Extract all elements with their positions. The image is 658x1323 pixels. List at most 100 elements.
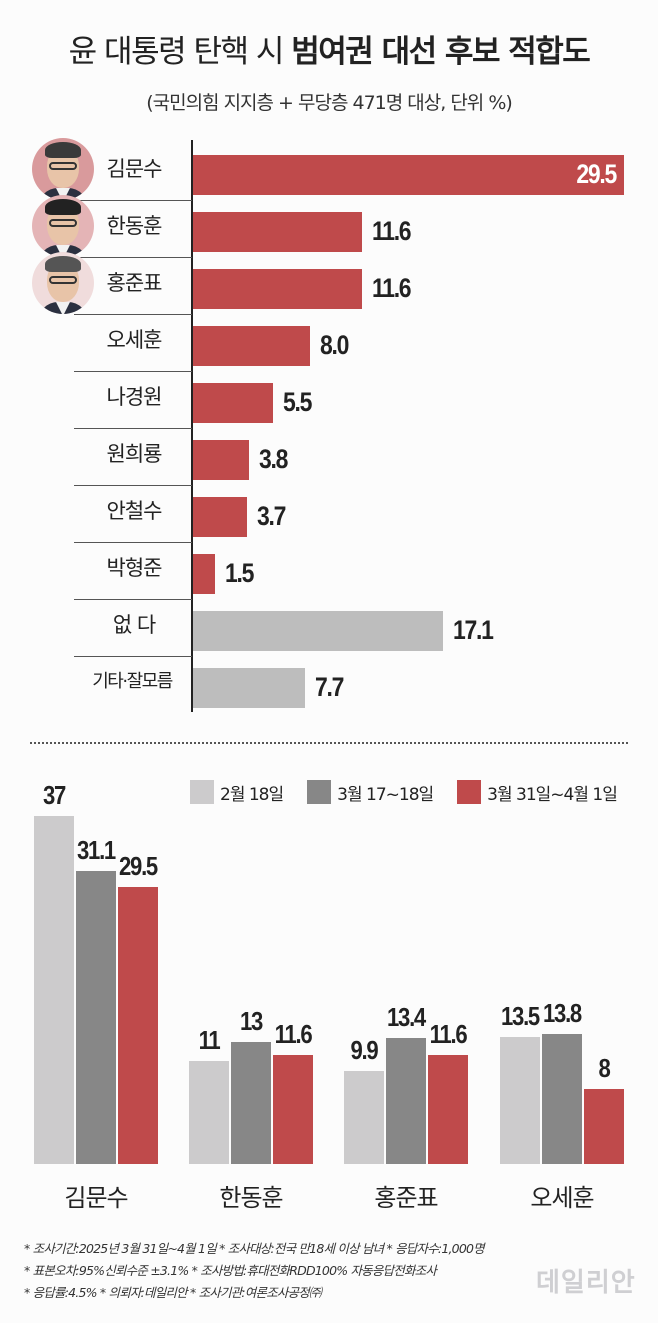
legend-item: 3월 31일~4월 1일 — [457, 780, 618, 805]
note-line: * 조사기간:2025년 3월 31일~4월 1일 * 조사대상:전국 만18세… — [24, 1241, 485, 1256]
legend-swatch — [307, 780, 332, 804]
bar-value: 8.0 — [320, 330, 349, 360]
row-separator — [74, 599, 192, 600]
hair-shape — [45, 199, 81, 215]
bar-label: 없 다 — [112, 613, 156, 637]
grouped-bar — [542, 1034, 582, 1164]
bar-label: 원희룡 — [106, 442, 163, 466]
grouped-bar — [584, 1089, 624, 1164]
y-axis-line — [191, 140, 193, 712]
grouped-bar — [386, 1038, 426, 1164]
bar-label: 한동훈 — [106, 214, 163, 238]
bar — [193, 155, 624, 195]
bar-row: 한동훈 11.6 — [0, 195, 658, 258]
survey-notes: * 조사기간:2025년 3월 31일~4월 1일 * 조사대상:전국 만18세… — [24, 1238, 485, 1304]
glasses-shape — [49, 276, 77, 284]
bar-value: 17.1 — [453, 615, 494, 645]
grouped-bar-value: 31.1 — [77, 835, 116, 865]
bar — [193, 269, 362, 309]
row-separator — [74, 314, 192, 315]
bar-row: 없 다 17.1 — [0, 596, 658, 657]
horizontal-bar-chart: 김문수 29.5 한동훈 11.6 홍준표 11.6 오세훈 8.0 나경원 5.5 원희룡 3.8 안… — [0, 138, 658, 712]
glasses-shape — [49, 162, 77, 170]
bar — [193, 383, 273, 423]
bar-label: 기타·잘모름 — [92, 671, 173, 692]
bar-value: 11.6 — [372, 273, 412, 303]
dotted-divider — [30, 742, 628, 744]
bar-row: 기타·잘모름 7.7 — [0, 653, 658, 710]
row-separator — [74, 257, 192, 258]
bar-label: 안철수 — [106, 499, 163, 523]
candidate-photo — [32, 138, 94, 200]
note-line: * 응답률:4.5% * 의뢰자:데일리안 * 조사기관:여론조사공정㈜ — [24, 1285, 322, 1300]
candidate-photo — [32, 252, 94, 314]
legend-item: 3월 17~18일 — [307, 780, 434, 805]
chart-title: 윤 대통령 탄핵 시 범여권 대선 후보 적합도 — [0, 26, 658, 71]
grouped-bar-value: 13.5 — [501, 1001, 540, 1031]
grouped-bar — [344, 1071, 384, 1164]
group-label: 한동훈 — [219, 1184, 283, 1212]
bar-label: 홍준표 — [106, 271, 163, 295]
bar-label: 김문수 — [106, 157, 163, 181]
legend-label: 2월 18일 — [220, 784, 284, 805]
grouped-bar — [34, 816, 74, 1164]
grouped-bar-value: 13.8 — [543, 998, 582, 1028]
title-prefix: 윤 대통령 탄핵 시 — [68, 34, 292, 70]
bar-row: 홍준표 11.6 — [0, 252, 658, 315]
legend-label: 3월 17~18일 — [337, 784, 434, 805]
legend-label: 3월 31일~4월 1일 — [487, 784, 618, 805]
row-separator — [74, 542, 192, 543]
grouped-bar-value: 37 — [42, 780, 66, 810]
bar — [193, 611, 443, 651]
note-line: * 표본오차:95%신뢰수준 ±3.1% * 조사방법:휴대전화RDD100% … — [24, 1263, 437, 1278]
row-separator — [74, 656, 192, 657]
group-label: 김문수 — [64, 1184, 128, 1212]
grouped-bar-value: 8 — [598, 1053, 610, 1083]
legend: 2월 18일 3월 17~18일 3월 31일~4월 1일 — [190, 780, 641, 805]
bar-label: 박형준 — [106, 556, 163, 580]
grouped-bar-value: 29.5 — [119, 851, 158, 881]
bar-row: 나경원 5.5 — [0, 368, 658, 429]
bar-label: 나경원 — [106, 385, 163, 409]
title-bold: 범여권 대선 후보 적합도 — [291, 34, 591, 70]
legend-item: 2월 18일 — [190, 780, 284, 805]
bar-value: 3.8 — [259, 444, 288, 474]
grouped-bar-value: 11 — [198, 1025, 221, 1055]
bar-label: 오세훈 — [106, 328, 163, 352]
grouped-bar-value: 11.6 — [429, 1019, 468, 1049]
row-separator — [74, 485, 192, 486]
bar — [193, 326, 310, 366]
grouped-bar-value: 9.9 — [350, 1035, 379, 1065]
grouped-bar-value: 13.4 — [387, 1002, 426, 1032]
grouped-bar-value: 13 — [239, 1006, 263, 1036]
row-separator — [74, 371, 192, 372]
hair-shape — [45, 142, 81, 158]
group-label: 홍준표 — [374, 1184, 438, 1212]
bar — [193, 668, 305, 708]
bar — [193, 212, 362, 252]
glasses-shape — [49, 219, 77, 227]
grouped-bar — [189, 1061, 229, 1164]
grouped-bar — [500, 1037, 540, 1164]
grouped-bar — [118, 887, 158, 1164]
dailian-logo: 데일리안 — [536, 1268, 636, 1298]
grouped-bar — [428, 1055, 468, 1164]
bar — [193, 497, 247, 537]
bar-row: 박형준 1.5 — [0, 539, 658, 600]
bar-row: 원희룡 3.8 — [0, 425, 658, 486]
bar-value: 1.5 — [225, 558, 254, 588]
bar-row: 오세훈 8.0 — [0, 311, 658, 372]
grouped-bar — [273, 1055, 313, 1164]
bar-value: 11.6 — [372, 216, 412, 246]
grouped-bar — [76, 871, 116, 1164]
legend-swatch — [190, 780, 214, 804]
chart-subtitle: (국민의힘 지지층 + 무당층 471명 대상, 단위 %) — [146, 92, 513, 114]
bar — [193, 440, 249, 480]
row-separator — [74, 200, 192, 201]
candidate-photo — [32, 195, 94, 257]
bar-row: 안철수 3.7 — [0, 482, 658, 543]
hair-shape — [45, 256, 81, 272]
group-label: 오세훈 — [530, 1184, 594, 1212]
grouped-bar — [231, 1042, 271, 1164]
bar-value: 3.7 — [257, 501, 286, 531]
